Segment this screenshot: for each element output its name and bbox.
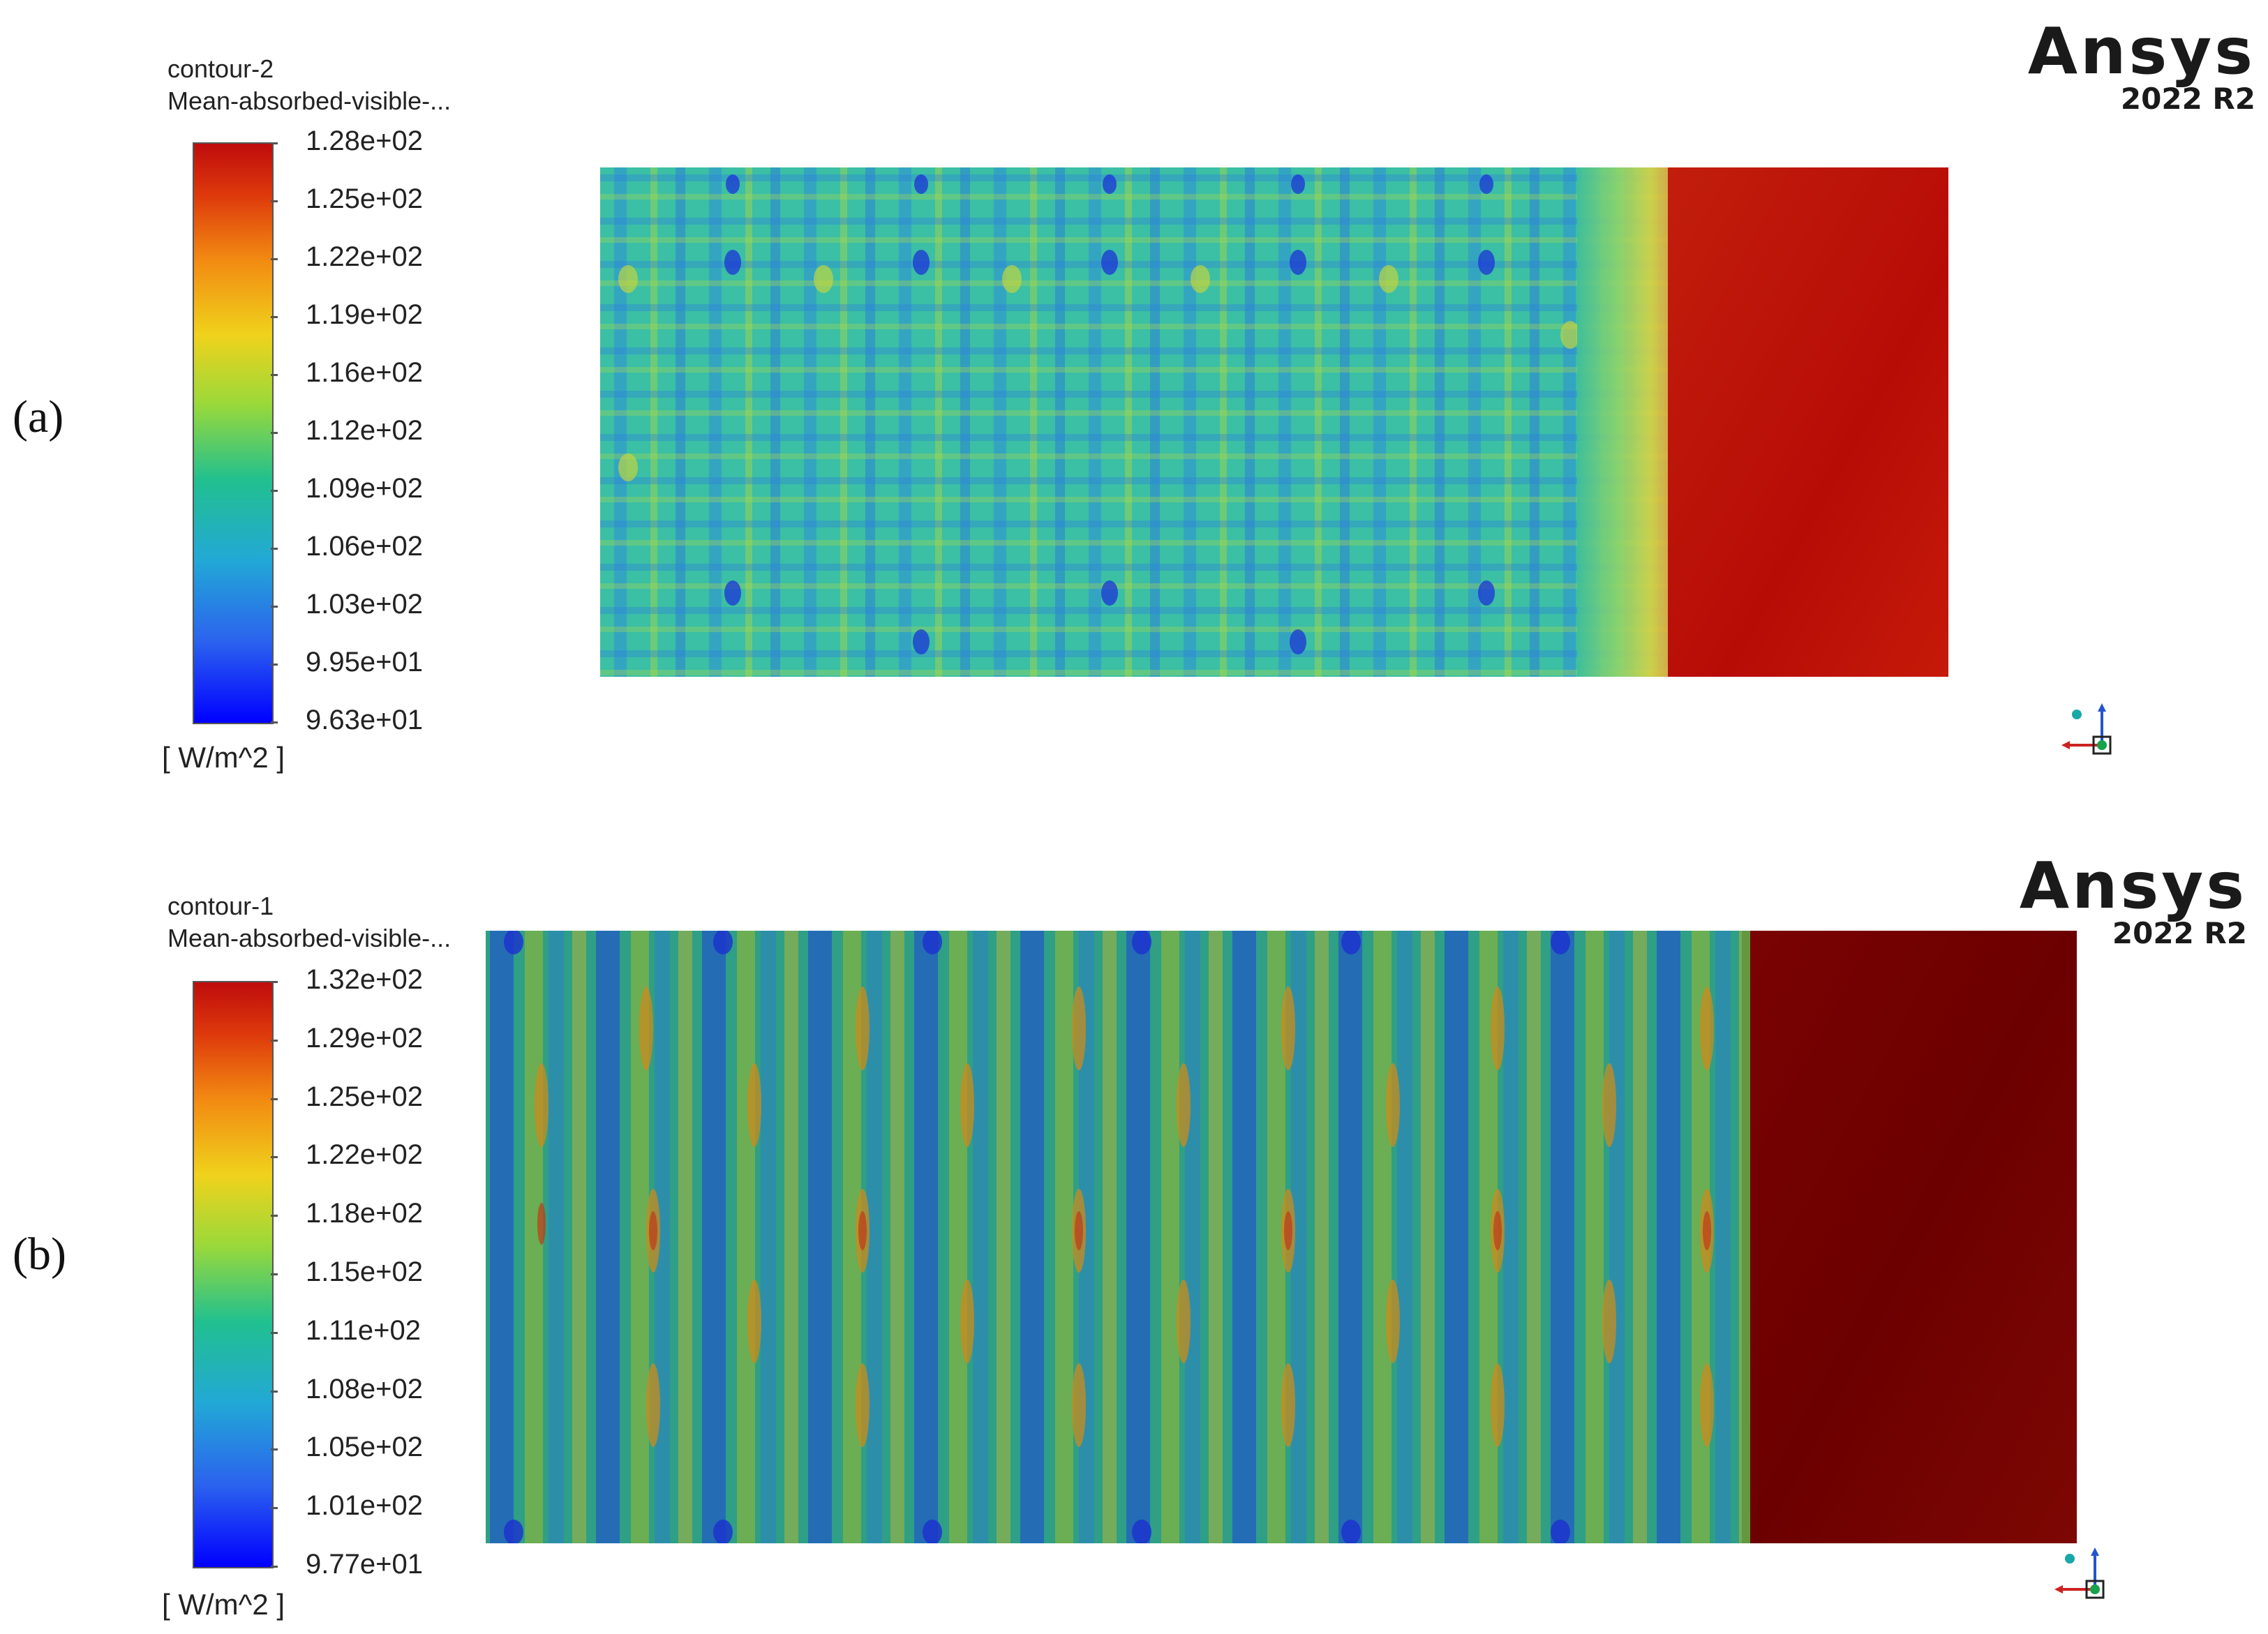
colorbar-tick-label: 1.22e+02 — [306, 1139, 423, 1171]
colorbar-tick-label: 9.63e+01 — [306, 705, 423, 735]
colorbar-tick-label: 1.01e+02 — [306, 1490, 423, 1522]
colorbar-tick-label: 1.03e+02 — [306, 589, 423, 620]
colorbar-tick-label: 9.95e+01 — [306, 647, 423, 677]
colorbar-tick-label: 1.06e+02 — [306, 531, 423, 562]
colorbar-tick-label: 1.09e+02 — [306, 473, 423, 504]
legend-unit: [ W/m^2 ] — [162, 1588, 285, 1621]
logo-name: Ansys — [2019, 848, 2247, 923]
legend-contour-name: contour-2 — [167, 54, 274, 83]
legend-variable-name: Mean-absorbed-visible-... — [167, 924, 452, 952]
legend-title: contour-2 Mean-absorbed-visible-... — [167, 53, 451, 117]
colorbar-tick-label: 1.12e+02 — [306, 415, 423, 446]
colorbar-tick-label: 1.19e+02 — [306, 299, 423, 330]
axis-triad-icon[interactable] — [2045, 1535, 2128, 1619]
ansys-logo: Ansys 2022 R2 — [2028, 20, 2255, 114]
contour-plot-image — [486, 931, 2077, 1543]
legend-contour-name: contour-1 — [167, 892, 274, 920]
ansys-logo: Ansys 2022 R2 — [2020, 854, 2247, 949]
colorbar-tick-label: 1.28e+02 — [306, 126, 423, 156]
colorbar-tick-label: 9.77e+01 — [306, 1549, 423, 1580]
colorbar-tick-label: 1.25e+02 — [306, 183, 423, 214]
colorbar-tick-label: 1.25e+02 — [306, 1081, 423, 1112]
logo-name: Ansys — [2027, 14, 2255, 89]
colorbar — [193, 142, 274, 724]
panel-label: (a) — [13, 391, 64, 442]
colorbar-tick-label: 1.22e+02 — [306, 241, 423, 272]
logo-version: 2022 R2 — [2112, 916, 2247, 950]
panel-b: (b) contour-1 Mean-absorbed-visible-... … — [0, 816, 2268, 1634]
panel-a: (a) contour-2 Mean-absorbed-visible-... … — [0, 0, 2268, 816]
colorbar-tick-label: 1.29e+02 — [306, 1022, 423, 1054]
colorbar-tick-label: 1.05e+02 — [306, 1432, 423, 1463]
colorbar-tick-label: 1.08e+02 — [306, 1373, 423, 1404]
contour-plot-image — [600, 167, 1948, 677]
colorbar-tick-label: 1.16e+02 — [306, 357, 423, 388]
contour-plot[interactable] — [600, 167, 1948, 677]
colorbar-tick-label: 1.32e+02 — [306, 964, 423, 995]
legend-variable-name: Mean-absorbed-visible-... — [167, 87, 452, 115]
contour-plot[interactable] — [486, 931, 2077, 1543]
axis-triad-icon[interactable] — [2052, 691, 2135, 774]
logo-version: 2022 R2 — [2120, 82, 2255, 116]
legend-unit: [ W/m^2 ] — [162, 741, 285, 774]
legend-title: contour-1 Mean-absorbed-visible-... — [167, 890, 451, 954]
colorbar — [193, 981, 274, 1568]
panel-label: (b) — [13, 1229, 66, 1280]
colorbar-tick-label: 1.18e+02 — [306, 1198, 423, 1229]
colorbar-tick-label: 1.11e+02 — [306, 1314, 421, 1346]
colorbar-tick-label: 1.15e+02 — [306, 1257, 423, 1287]
